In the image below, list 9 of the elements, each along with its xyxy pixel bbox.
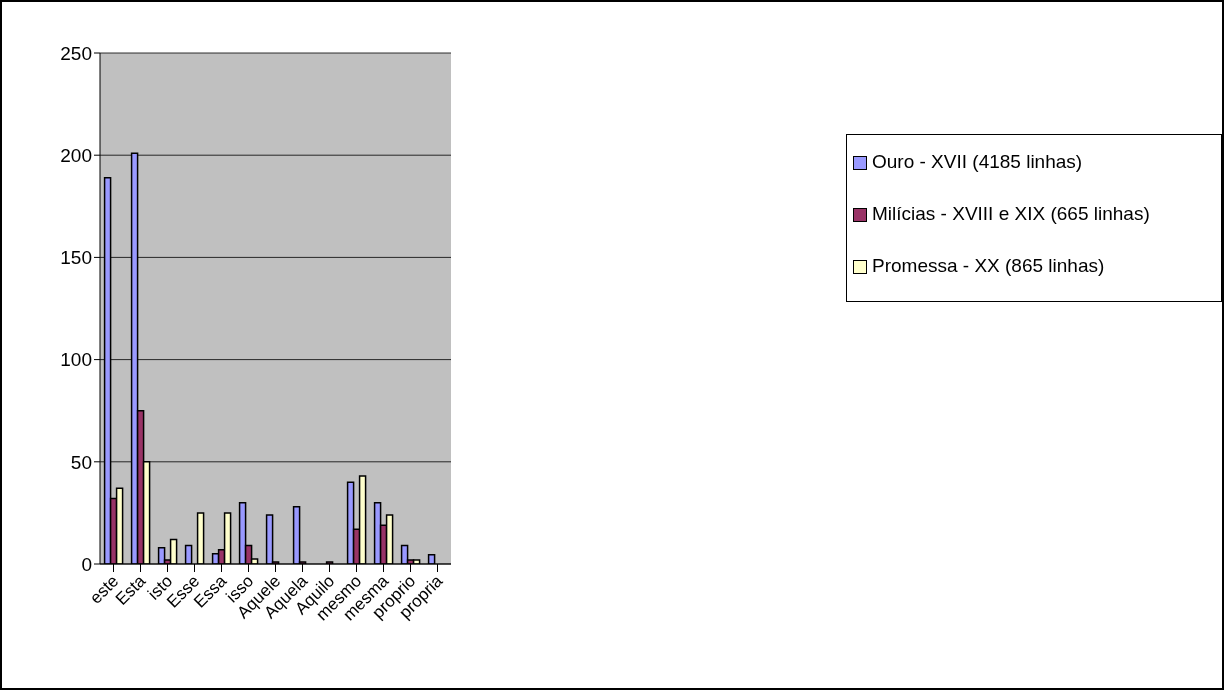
legend-label: Ouro - XVII (4185 linhas): [872, 150, 1083, 174]
y-tick-label: 0: [81, 553, 92, 575]
y-tick-label: 50: [70, 451, 92, 473]
legend-label: Milícias - XVIII e XIX (665 linhas): [872, 202, 1150, 226]
y-tick-label: 250: [60, 42, 92, 64]
y-tick-label: 200: [60, 144, 92, 166]
legend-label: Promessa - XX (865 linhas): [872, 254, 1105, 278]
y-tick-label: 150: [60, 247, 92, 269]
y-tick-label: 100: [60, 349, 92, 371]
